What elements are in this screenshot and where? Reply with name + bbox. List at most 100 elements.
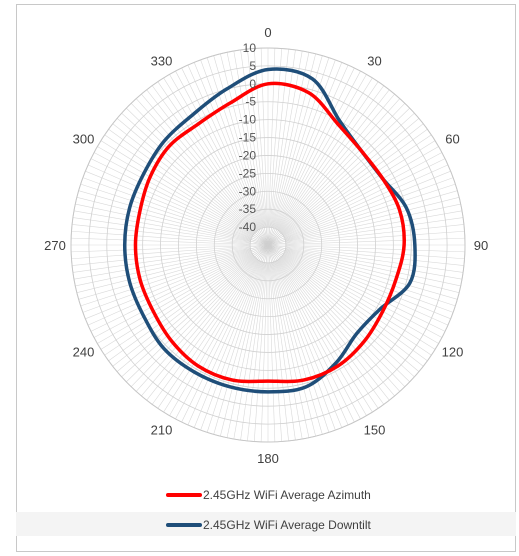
grid-spoke-inner xyxy=(254,244,269,258)
grid-spoke-inner xyxy=(251,237,269,246)
grid-spoke-inner xyxy=(267,244,273,263)
grid-spoke-inner xyxy=(253,244,269,256)
grid-spoke-inner xyxy=(267,244,286,248)
grid-spoke-inner xyxy=(252,244,269,255)
grid-ring xyxy=(142,119,394,371)
grid-spoke-inner xyxy=(250,244,269,251)
chart-frame xyxy=(16,4,516,552)
angle-label: 90 xyxy=(474,238,488,253)
grid-spoke-inner xyxy=(267,240,286,246)
grid-spoke-inner xyxy=(257,230,269,246)
grid-spoke-inner xyxy=(250,240,269,246)
radar-grid xyxy=(70,47,466,443)
grid-spoke-inner xyxy=(267,234,283,246)
grid-spoke-inner xyxy=(267,242,286,246)
grid-spoke-inner xyxy=(267,244,274,263)
grid-spoke-inner xyxy=(267,244,282,258)
grid-spoke-inner xyxy=(267,229,278,246)
grid-spoke-inner xyxy=(260,228,269,246)
grid-spoke-inner xyxy=(267,244,276,262)
grid-ring xyxy=(195,172,341,318)
legend-label-azimuth: 2.45GHz WiFi Average Azimuth xyxy=(203,488,371,502)
radar-angle-labels: 0 30 60 90 120 150 180 210 240 270 300 330 xyxy=(44,25,488,466)
legend-item-azimuth: 2.45GHz WiFi Average Azimuth xyxy=(166,488,371,502)
r-tick-label: -20 xyxy=(239,148,257,162)
r-tick-label: -10 xyxy=(239,113,257,127)
radar-series xyxy=(122,67,417,394)
grid-spoke-inner xyxy=(267,231,281,246)
grid-spoke-inner xyxy=(267,227,273,246)
grid-ring xyxy=(231,208,305,282)
grid-spoke-inner xyxy=(267,244,286,251)
grid-spoke-inner xyxy=(267,244,284,255)
grid-spoke-inner xyxy=(250,244,269,250)
r-tick-label: 0 xyxy=(249,77,256,91)
angle-label: 300 xyxy=(73,132,95,147)
grid-spoke-inner xyxy=(252,235,269,246)
r-tick-label: -5 xyxy=(245,95,256,109)
legend: 2.45GHz WiFi Average Azimuth 2.45GHz WiF… xyxy=(166,488,372,532)
grid-spoke-inner xyxy=(267,244,285,253)
grid-spoke-inner xyxy=(262,227,269,246)
grid-spoke-inner xyxy=(257,244,269,260)
grid-spoke-inner xyxy=(267,230,279,246)
angle-label: 240 xyxy=(73,345,95,360)
grid-spoke-inner xyxy=(267,244,283,256)
grid-spoke-inner xyxy=(267,235,284,246)
angle-label: 270 xyxy=(44,238,66,253)
r-tick-label: -30 xyxy=(239,184,257,198)
grid-spoke-inner xyxy=(250,244,269,248)
grid-spoke-inner xyxy=(260,244,269,262)
grid-spoke-inner xyxy=(267,244,281,259)
grid-spoke-inner xyxy=(267,244,278,261)
angle-label: 30 xyxy=(367,54,381,69)
grid-spoke-inner xyxy=(267,237,285,246)
legend-item-downtilt: 2.45GHz WiFi Average Downtilt xyxy=(166,518,372,532)
r-tick-label: 5 xyxy=(249,59,256,73)
grid-spoke-inner xyxy=(267,232,282,246)
grid-spoke-inner xyxy=(251,244,269,253)
grid-spoke-inner xyxy=(250,239,269,246)
r-tick-label: -25 xyxy=(239,166,257,180)
grid-spoke-inner xyxy=(253,234,269,246)
grid-ring xyxy=(213,190,323,300)
grid-spoke-inner xyxy=(267,244,286,250)
grid-spoke-inner xyxy=(262,244,269,263)
grid-spoke-inner xyxy=(258,229,269,246)
angle-label: 0 xyxy=(264,25,271,40)
grid-ring xyxy=(178,155,358,335)
angle-label: 150 xyxy=(364,422,386,437)
grid-spoke-inner xyxy=(265,227,269,246)
legend-label-downtilt: 2.45GHz WiFi Average Downtilt xyxy=(203,518,372,532)
angle-label: 60 xyxy=(445,132,459,147)
r-tick-label: 10 xyxy=(243,41,257,55)
r-tick-label: -35 xyxy=(239,202,257,216)
grid-spoke-inner xyxy=(263,244,269,263)
grid-outer-ring xyxy=(70,47,466,443)
angle-label: 180 xyxy=(257,451,279,466)
r-tick-label: -40 xyxy=(239,220,257,234)
grid-spoke-inner xyxy=(263,227,269,246)
grid-spoke-inner xyxy=(267,227,271,246)
grid-spoke-inner xyxy=(254,232,269,246)
grid-spoke-inner xyxy=(255,244,269,259)
grid-spoke-inner xyxy=(250,242,269,246)
grid-ring xyxy=(160,137,376,353)
angle-label: 120 xyxy=(442,345,464,360)
grid-spoke-inner xyxy=(267,228,276,246)
grid-ring xyxy=(88,65,448,425)
r-tick-label: -15 xyxy=(239,131,257,145)
series-azimuth xyxy=(133,81,406,384)
grid-ring xyxy=(249,226,287,264)
angle-label: 330 xyxy=(151,54,173,69)
grid-spoke-inner xyxy=(267,244,279,260)
grid-spoke-inner xyxy=(267,239,286,246)
legend-band xyxy=(16,512,516,536)
grid-spoke-inner xyxy=(255,231,269,246)
grid-spoke-inner xyxy=(267,227,274,246)
grid-spoke-inner xyxy=(267,244,271,263)
grid-spoke-inner xyxy=(258,244,269,261)
radar-tick-labels: 10 5 0 -5 -10 -15 -20 -25 -30 -35 -40 xyxy=(239,41,257,234)
grid-spoke-inner xyxy=(265,244,269,263)
